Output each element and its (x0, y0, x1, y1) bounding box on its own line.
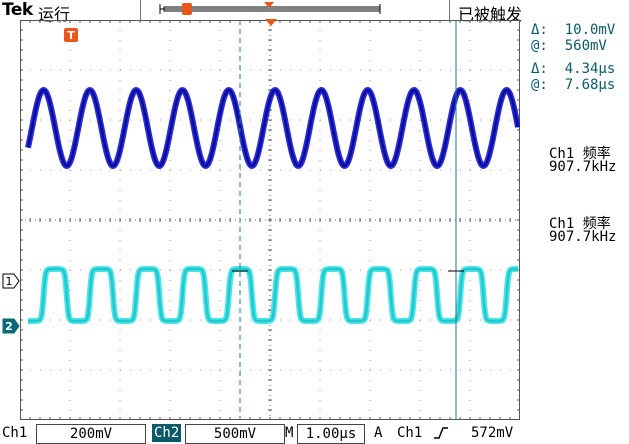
ch1-ground-marker-icon[interactable]: 1 (2, 273, 20, 289)
ch1-label[interactable]: Ch1 (2, 425, 28, 441)
ch1-marker-label: 1 (6, 275, 13, 288)
cursor-delta-time: Δ: 4.34µs (531, 61, 616, 77)
trigger-position-icon: T (64, 28, 78, 42)
separator (140, 0, 141, 20)
run-state: 运行 (38, 5, 71, 24)
top-status-bar: Tek 运行 已被触发 (0, 0, 629, 24)
measurement-2-value: 907.7kHz (549, 229, 617, 245)
measurement-1-value: 907.7kHz (549, 159, 617, 175)
cursor-delta-voltage: Δ: 10.0mV (531, 22, 616, 38)
rising-edge-icon (434, 427, 448, 439)
timebase-value[interactable]: 1.00µs (297, 424, 365, 444)
ch1-scale[interactable]: 200mV (36, 424, 146, 444)
record-position-indicator[interactable] (150, 0, 390, 20)
trigger-source[interactable]: Ch1 (397, 425, 423, 441)
trigger-arrow-icon (265, 19, 277, 26)
trigger-marker-label: T (67, 29, 75, 42)
bottom-settings-bar: Ch1 200mV Ch2 500mV M 1.00µs A Ch1 572mV (0, 424, 629, 444)
measurement-1-label: Ch1 频率 (549, 146, 611, 162)
ch2-scale[interactable]: 500mV (185, 424, 285, 444)
cursor-position-voltage: @: 560mV (531, 38, 607, 54)
ch2-marker-label: 2 (5, 320, 13, 333)
timebase-label: M (285, 425, 294, 441)
separator (449, 0, 450, 20)
acquire-label: A (374, 425, 383, 441)
ch2-waveform-core (27, 267, 518, 323)
graticule (20, 20, 520, 420)
cursor-position-time: @: 7.68µs (531, 77, 616, 93)
waveform-display[interactable] (20, 20, 520, 420)
trigger-level[interactable]: 572mV (471, 425, 514, 441)
trigger-state: 已被触发 (458, 5, 523, 24)
brand-logo: Tek (2, 0, 33, 20)
measurement-2-label: Ch1 频率 (549, 216, 611, 232)
ch1-waveform-core (26, 88, 520, 168)
ch2-ground-marker-icon[interactable]: 2 (2, 318, 20, 334)
ch2-label[interactable]: Ch2 (152, 424, 182, 442)
